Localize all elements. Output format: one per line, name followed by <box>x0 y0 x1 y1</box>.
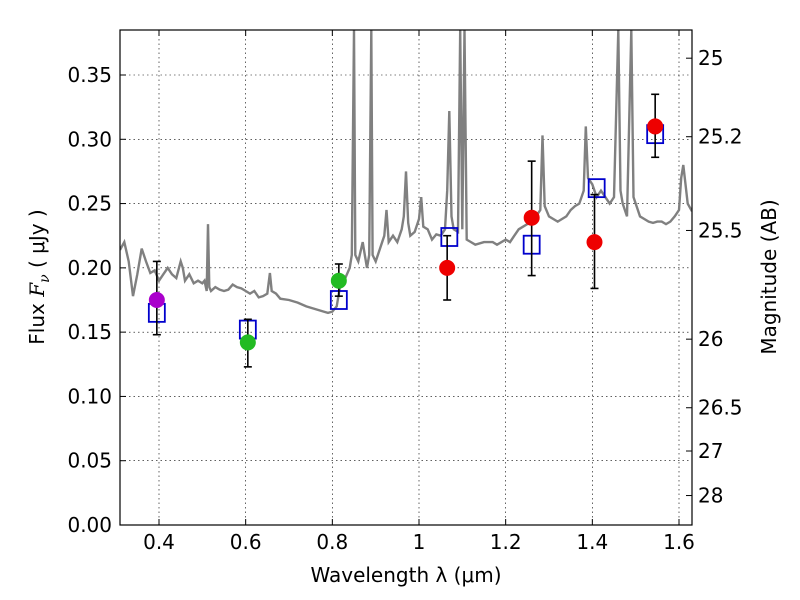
x-tick-label: 1.2 <box>490 530 522 554</box>
plot-frame <box>119 29 693 526</box>
observed-photometry-point <box>239 334 256 351</box>
y-axis-label: Flux Fν ( μJy ) <box>25 209 53 344</box>
y-tick-label: 0.20 <box>67 256 112 280</box>
observed-photometry-point <box>523 209 540 226</box>
mag-tick-label: 26 <box>698 327 723 351</box>
mag-tick-label: 25.5 <box>698 218 743 242</box>
y-axis-label-sub: ν <box>37 274 53 283</box>
spectrum-layer <box>120 30 692 315</box>
observed-photometry-point <box>647 118 664 135</box>
mag-tick-label: 25 <box>698 46 723 70</box>
y-tick-label: 0.15 <box>67 320 112 344</box>
mag-tick-label: 25.2 <box>698 125 743 149</box>
grid-layer <box>120 30 692 526</box>
y2-axis-label: Magnitude (AB) <box>757 199 781 354</box>
y-tick-label: 0.10 <box>67 384 112 408</box>
x-tick-label: 1.6 <box>663 530 695 554</box>
y-tick-label: 0.05 <box>67 449 112 473</box>
mag-tick-label: 27 <box>698 439 723 463</box>
observed-photometry-point <box>439 259 456 276</box>
marker-layer <box>147 93 665 368</box>
observed-photometry-point <box>148 292 165 308</box>
y-tick-label: 0.00 <box>67 513 112 537</box>
y-tick-label: 0.30 <box>67 127 112 151</box>
observed-photometry-point <box>586 234 603 251</box>
x-tick-label: 0.8 <box>316 530 348 554</box>
y-tick-label: 0.25 <box>67 192 112 216</box>
y-axis-label-units: ( μJy ) <box>25 209 49 274</box>
x-axis-label: Wavelength λ (μm) <box>310 563 501 587</box>
y-axis-label-prefix: Flux <box>25 303 49 345</box>
mag-tick-label: 28 <box>698 484 723 508</box>
tick-layer: 0.4 0.6 0.8 1 1.2 1.4 1.6 0.00 0.05 0.10 0.15 0.20 0… <box>67 30 743 554</box>
model-photometry-square <box>587 178 606 199</box>
observed-photometry-point <box>330 272 347 289</box>
x-tick-label: 0.6 <box>230 530 262 554</box>
mag-tick-label: 26.5 <box>698 396 743 420</box>
spectrum-line <box>120 30 692 315</box>
model-photometry-square <box>440 227 459 247</box>
y-axis-label-var: F <box>25 282 49 298</box>
y-tick-label: 0.35 <box>67 63 112 87</box>
x-tick-label: 1.4 <box>576 530 608 554</box>
x-tick-label: 1 <box>413 530 426 554</box>
x-tick-label: 0.4 <box>143 530 175 554</box>
